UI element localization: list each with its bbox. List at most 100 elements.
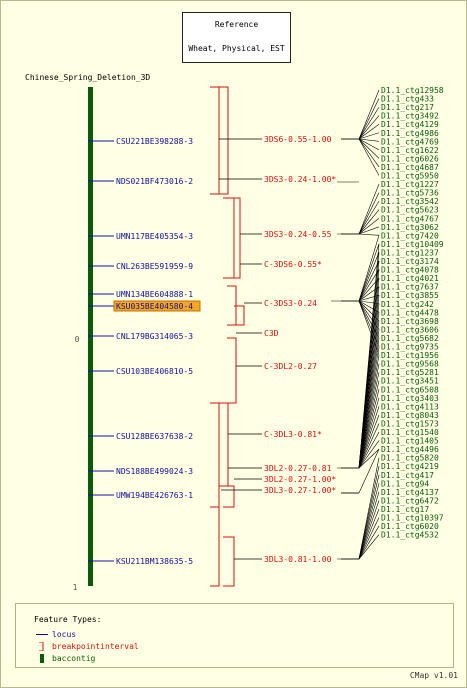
contig-label[interactable]: D1.1_ctg4532 [381, 531, 439, 540]
locus-label[interactable]: CNL179BG314065-3 [116, 332, 193, 341]
contig-label[interactable]: D1.1_ctg242 [381, 300, 434, 309]
contig-label[interactable]: D1.1_ctg3855 [381, 291, 439, 300]
locus-label[interactable]: UMN117BE405354-3 [116, 232, 193, 241]
interval-label[interactable]: 3DL3-0.81-1.00 [264, 555, 332, 564]
contig-label[interactable]: D1.1_ctg217 [381, 103, 434, 112]
contig-label[interactable]: D1.1_ctg5281 [381, 368, 439, 377]
contig-label[interactable]: D1.1_ctg3542 [381, 197, 439, 206]
contig-label[interactable]: D1.1_ctg433 [381, 95, 434, 104]
contig-label[interactable]: D1.1_ctg4219 [381, 462, 439, 471]
locus-label[interactable]: NDS188BE499024-3 [116, 467, 193, 476]
interval-label[interactable]: 3DS3-0.24-1.00* [264, 175, 336, 184]
contig-label[interactable]: D1.1_ctg9568 [381, 360, 439, 369]
contig-label[interactable]: D1.1_ctg10409 [381, 240, 444, 249]
contig-label[interactable]: D1.1_ctg1956 [381, 351, 439, 360]
interval-label[interactable]: C-3DL3-0.81* [264, 430, 322, 439]
contig-label[interactable]: D1.1_ctg4478 [381, 308, 439, 317]
locus-label[interactable]: NDS021BF473016-2 [116, 177, 193, 186]
contig-label[interactable]: D1.1_ctg5950 [381, 172, 439, 181]
contig-label[interactable]: D1.1_ctg3403 [381, 394, 439, 403]
map-title[interactable]: Chinese_Spring_Deletion_3D [25, 73, 151, 82]
contig-label[interactable]: D1.1_ctg6026 [381, 154, 439, 163]
contig-label[interactable]: D1.1_ctg4078 [381, 266, 439, 275]
interval-label[interactable]: 3DL2-0.27-1.00* [264, 475, 336, 484]
interval-label[interactable]: C-3DS3-0.24 [264, 299, 317, 308]
interval-label[interactable]: 3DS6-0.55-1.00 [264, 135, 332, 144]
contig-label[interactable]: D1.1_ctg10397 [381, 514, 444, 523]
contig-label[interactable]: D1.1_ctg3492 [381, 112, 439, 121]
contig-connector [358, 123, 380, 140]
locus-label[interactable]: CSU128BE637638-2 [116, 432, 193, 441]
contig-label[interactable]: D1.1_ctg5682 [381, 334, 439, 343]
interval-label[interactable]: 3DL3-0.27-1.00* [264, 486, 336, 495]
interval-label[interactable]: C-3DS6-0.55* [264, 260, 322, 269]
contig-label[interactable]: D1.1_ctg1622 [381, 146, 439, 155]
contig-label[interactable]: D1.1_ctg4137 [381, 488, 439, 497]
locus-label[interactable]: KSU211BM138635-5 [116, 557, 193, 566]
contig-label[interactable]: D1.1_ctg3606 [381, 325, 439, 334]
contig-label[interactable]: D1.1_ctg12958 [381, 86, 444, 95]
locus-label[interactable]: UMN134BE604888-1 [116, 290, 193, 299]
breakpoint-bracket[interactable] [219, 402, 229, 487]
contig-label[interactable]: D1.1_ctg94 [381, 479, 429, 488]
contig-label[interactable]: D1.1_ctg3174 [381, 257, 439, 266]
contig-label[interactable]: D1.1_ctg4113 [381, 402, 439, 411]
interval-label[interactable]: 3DS3-0.24-0.55 [264, 230, 332, 239]
interval-label[interactable]: C3D [264, 329, 279, 338]
contig-label[interactable]: D1.1_ctg4767 [381, 214, 439, 223]
contig-connector [358, 269, 380, 302]
contig-label[interactable]: D1.1_ctg1540 [381, 428, 439, 437]
breakpoint-bracket[interactable] [234, 305, 245, 326]
contig-label[interactable]: D1.1_ctg3062 [381, 223, 439, 232]
contig-label[interactable]: D1.1_ctg5736 [381, 189, 439, 198]
contig-label[interactable]: D1.1_ctg4496 [381, 445, 439, 454]
locus-label[interactable]: UMW194BE426763-1 [116, 491, 193, 500]
contig-label[interactable]: D1.1_ctg6508 [381, 385, 439, 394]
contig-label[interactable]: D1.1_ctg1227 [381, 180, 439, 189]
contig-label[interactable]: D1.1_ctg8043 [381, 411, 439, 420]
reference-box[interactable]: Reference Wheat, Physical, EST [182, 12, 291, 63]
breakpoint-bracket[interactable] [210, 86, 220, 195]
locus-label[interactable]: CNL263BE591959-9 [116, 262, 193, 271]
contig-label[interactable]: D1.1_ctg17 [381, 505, 429, 514]
contig-label[interactable]: D1.1_ctg5623 [381, 206, 439, 215]
breakpoint-bracket[interactable] [223, 536, 235, 587]
contig-label[interactable]: D1.1_ctg4687 [381, 163, 439, 172]
contig-connector [358, 457, 380, 560]
contig-label[interactable]: D1.1_ctg5820 [381, 454, 439, 463]
contig-label[interactable]: D1.1_ctg3451 [381, 377, 439, 386]
contig-label[interactable]: D1.1_ctg4769 [381, 137, 439, 146]
contig-connector [358, 115, 380, 140]
contig-label[interactable]: D1.1_ctg9735 [381, 343, 439, 352]
contig-connector [358, 209, 380, 235]
breakpoint-bracket[interactable] [210, 402, 220, 508]
locus-label[interactable]: CSU103BE406810-5 [116, 367, 193, 376]
contig-label[interactable]: D1.1_ctg1405 [381, 437, 439, 446]
breakpoint-bracket[interactable] [219, 86, 229, 195]
locus-label[interactable]: KSU035BE404580-4 [116, 302, 193, 311]
breakpoint-bracket[interactable] [210, 506, 220, 587]
breakpoint-bracket[interactable] [223, 197, 235, 279]
contig-label[interactable]: D1.1_ctg3698 [381, 317, 439, 326]
comparative-map: 0 1 CSU221BE398288-3 NDS021BF473016-2 UMN117… [73, 86, 444, 592]
contig-label[interactable]: D1.1_ctg4986 [381, 129, 439, 138]
breakpoint-bracket[interactable] [227, 337, 237, 404]
contig-label[interactable]: D1.1_ctg4021 [381, 274, 439, 283]
interval-label[interactable]: 3DL2-0.27-0.81 [264, 464, 332, 473]
contig-label[interactable]: D1.1_ctg7637 [381, 283, 439, 292]
contig-connector [358, 138, 380, 142]
contig-label[interactable]: D1.1_ctg7420 [381, 231, 439, 240]
contig-label[interactable]: D1.1_ctg6020 [381, 522, 439, 531]
contig-label[interactable]: D1.1_ctg1237 [381, 248, 439, 257]
contig-label[interactable]: D1.1_ctg1573 [381, 419, 439, 428]
locus-label[interactable]: CSU221BE398288-3 [116, 137, 193, 146]
breakpoint-bracket[interactable] [223, 485, 235, 508]
interval-label[interactable]: C-3DL2-0.27 [264, 362, 317, 371]
contig-label[interactable]: D1.1_ctg417 [381, 471, 434, 480]
contig-label[interactable]: D1.1_ctg4129 [381, 120, 439, 129]
contig-label[interactable]: D1.1_ctg6472 [381, 496, 439, 505]
axis-end-label: 1 [73, 583, 78, 592]
contig-connector [358, 431, 380, 469]
contig-connector [358, 406, 380, 469]
breakpoint-bracket[interactable] [231, 197, 241, 279]
